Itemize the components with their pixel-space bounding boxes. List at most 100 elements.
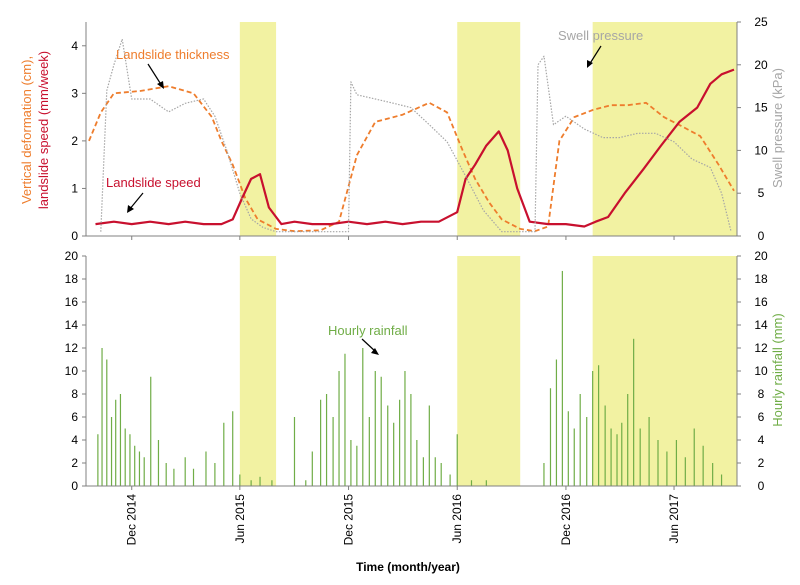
tick-label-bottom-left: 0 — [71, 479, 78, 493]
rainfall-bar — [119, 394, 122, 486]
tick-label-bottom-right: 10 — [754, 364, 768, 378]
tick-label-bottom-left: 4 — [71, 433, 78, 447]
rainfall-bar — [675, 440, 678, 486]
rainfall-bar — [416, 440, 418, 486]
shaded-period-bottom-1 — [457, 256, 521, 486]
rainfall-bar — [106, 359, 108, 486]
rainfall-bar — [325, 394, 328, 486]
annotation-arrowhead-swell — [587, 60, 593, 68]
tick-label-top-left: 3 — [71, 86, 78, 100]
series-line-landslide-thickness — [88, 85, 735, 233]
rainfall-bar — [184, 457, 186, 486]
shaded-periods-bottom — [239, 256, 737, 486]
rainfall-bar — [639, 428, 641, 486]
tick-label-top-right: 5 — [758, 186, 765, 200]
rainfall-bar — [666, 451, 668, 486]
rainfall-bar — [633, 338, 635, 486]
rainfall-bar — [344, 353, 346, 486]
tick-label-bottom-right: 0 — [758, 479, 765, 493]
rainfall-bar — [657, 440, 659, 486]
rainfall-bars — [97, 270, 723, 486]
tick-label-top-right: 15 — [754, 101, 768, 115]
rainfall-bar — [470, 480, 473, 486]
shaded-period-bottom-2 — [592, 256, 737, 486]
annotation-hourly-rainfall: Hourly rainfall — [328, 323, 408, 338]
rainfall-bar — [165, 463, 167, 486]
y-axis-title-right-top: Swell pressure (kPa) — [770, 68, 785, 188]
rainfall-bar — [101, 348, 103, 486]
rainfall-bar — [138, 451, 141, 486]
y-axis-title-right-bottom: Hourly rainfall (mm) — [770, 313, 785, 426]
tick-label-bottom-left: 16 — [65, 295, 79, 309]
tick-label-bottom-right: 14 — [754, 318, 768, 332]
rainfall-bar — [456, 434, 458, 486]
rainfall-bar — [604, 405, 606, 486]
rainfall-bar — [621, 422, 623, 486]
rainfall-bar — [259, 476, 261, 486]
y-axis-title-left-line2: landslide speed (mm/week) — [36, 51, 51, 209]
rainfall-bar — [332, 417, 334, 486]
rainfall-bar — [404, 371, 406, 486]
rainfall-bar — [592, 371, 594, 486]
tick-label-x: Dec 2016 — [559, 494, 573, 546]
annotation-arrow-thickness — [147, 63, 163, 87]
y-axis-title-left-line1: Vertical deformation (cm), — [19, 56, 34, 204]
rainfall-bar — [320, 399, 322, 486]
rainfall-bar — [115, 399, 117, 486]
rainfall-bar — [110, 417, 113, 486]
tick-label-x: Dec 2015 — [342, 494, 356, 546]
rainfall-bar — [684, 457, 686, 486]
rainfall-bar — [338, 371, 340, 486]
rainfall-bar — [610, 428, 612, 486]
rainfall-bar — [293, 417, 296, 486]
rainfall-bar — [586, 417, 588, 486]
annotation-swell-pressure: Swell pressure — [558, 28, 643, 43]
rainfall-bar — [362, 348, 364, 486]
rainfall-bar — [555, 359, 558, 486]
rainfall-bar — [374, 371, 376, 486]
rainfall-bar — [399, 399, 401, 486]
shaded-period-top-0 — [239, 22, 277, 236]
tick-label-bottom-left: 20 — [65, 249, 79, 263]
rainfall-bar — [387, 405, 389, 486]
annotation-arrow-swell — [588, 45, 602, 66]
data-lines — [88, 38, 735, 233]
rainfall-bar — [598, 365, 600, 486]
rainfall-bar — [143, 457, 145, 486]
tick-label-bottom-right: 20 — [754, 249, 768, 263]
rainfall-bar — [124, 428, 126, 486]
tick-label-bottom-right: 18 — [754, 272, 768, 286]
tick-label-bottom-left: 12 — [65, 341, 79, 355]
rainfall-bar — [311, 451, 313, 486]
rainfall-bar — [271, 480, 273, 486]
rainfall-bar — [205, 451, 207, 486]
tick-label-top-right: 0 — [758, 229, 765, 243]
rainfall-bar — [150, 376, 152, 486]
rainfall-bar — [356, 445, 358, 486]
tick-label-bottom-right: 6 — [758, 410, 765, 424]
tick-label-bottom-left: 18 — [65, 272, 79, 286]
rainfall-bar — [543, 463, 545, 486]
rainfall-bar — [712, 463, 714, 486]
rainfall-bar — [573, 428, 575, 486]
rainfall-bar — [380, 376, 382, 486]
tick-label-top-right: 20 — [754, 58, 768, 72]
rainfall-bar — [693, 428, 695, 486]
rainfall-bar — [214, 463, 216, 486]
rainfall-bar — [616, 434, 618, 486]
rainfall-bar — [549, 388, 552, 486]
shaded-period-top-2 — [592, 22, 737, 236]
tick-label-bottom-left: 6 — [71, 410, 78, 424]
series-line-landslide-speed — [95, 68, 735, 228]
rainfall-bar — [627, 394, 629, 486]
annotation-arrowhead-speed — [127, 205, 134, 213]
rainfall-bar — [648, 417, 650, 486]
axes — [82, 21, 741, 490]
annotation-arrowhead-rainfall — [371, 348, 379, 355]
tick-label-bottom-right: 12 — [754, 341, 768, 355]
tick-label-top-left: 4 — [71, 39, 78, 53]
rainfall-bar — [250, 480, 252, 486]
tick-label-top-left: 1 — [71, 181, 78, 195]
annotation-arrow-speed — [128, 192, 144, 211]
